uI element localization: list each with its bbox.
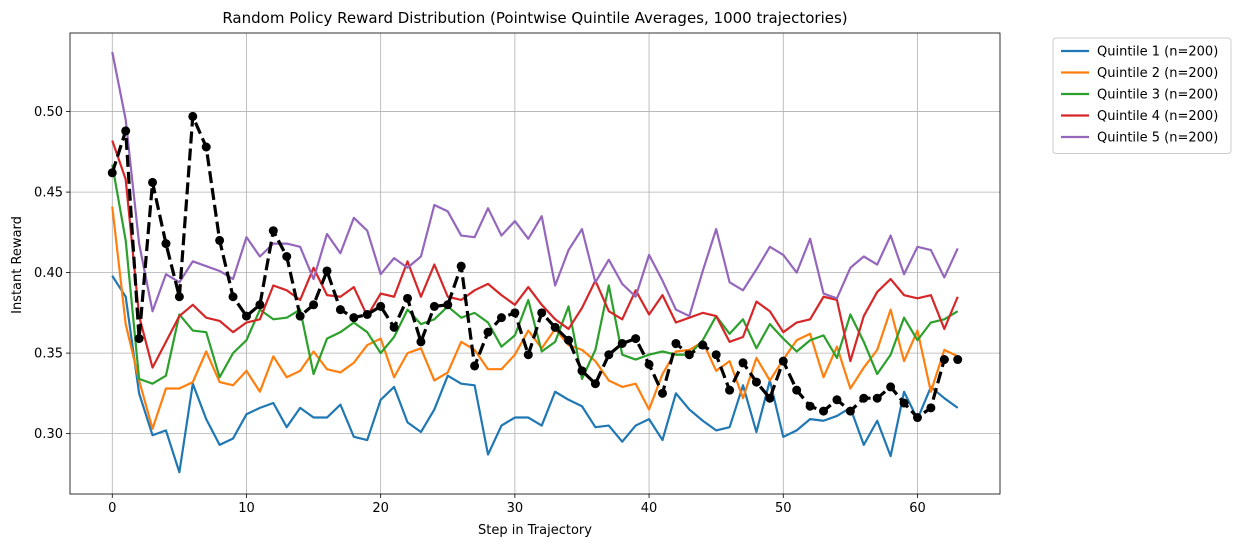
data-point-average [859,393,869,403]
data-point-average [174,292,184,302]
data-point-average [456,261,466,271]
data-point-average [953,355,963,365]
data-point-average [644,359,654,369]
y-tick-label: 0.35 [34,347,63,362]
y-tick-label: 0.50 [34,105,63,120]
y-tick-label: 0.30 [34,427,63,442]
x-tick-label: 30 [507,501,524,516]
x-tick-label: 0 [108,501,116,516]
data-point-average [403,293,413,303]
data-point-average [510,308,520,318]
data-point-average [496,313,506,323]
data-point-average [832,395,842,405]
data-point-average [899,398,909,408]
legend: Quintile 1 (n=200) Quintile 2 (n=200) Quin… [1052,37,1232,154]
data-point-average [376,301,386,311]
data-point-average [684,350,694,360]
data-point-average [617,338,627,348]
data-point-average [631,334,641,344]
series-line-quintile-2 [111,206,959,430]
data-point-average [926,403,936,413]
data-point-average [577,366,587,376]
data-point-average [429,301,439,311]
data-point-average [912,413,922,423]
data-point-average [215,235,225,245]
data-point-average [550,322,560,332]
data-point-average [443,300,453,310]
data-point-average [349,313,359,323]
y-tick-label: 0.40 [34,266,63,281]
data-point-average [416,337,426,347]
data-point-average [537,308,547,318]
data-point-average [483,327,493,337]
data-point-average [523,350,533,360]
legend-label: Quintile 4 (n=200) [1097,109,1218,124]
x-tick-label: 10 [238,501,255,516]
series-line-quintile-1 [111,275,959,474]
data-point-average [161,239,171,249]
data-point-average [107,168,117,178]
series-line-quintile-5 [111,51,959,318]
data-point-average [335,305,345,315]
data-point-average [241,311,251,321]
data-point-average [121,126,131,136]
data-point-average [389,322,399,332]
x-axis-title: Step in Trajectory [478,523,592,538]
data-point-average [738,358,748,368]
legend-label: Quintile 3 (n=200) [1097,88,1218,103]
data-point-average [228,292,238,302]
series-line-average [110,114,958,420]
data-point-average [470,361,480,371]
data-point-average [255,300,265,310]
legend-box [1052,37,1232,154]
x-tick-label: 60 [909,501,926,516]
data-point-average [805,401,815,411]
data-point-average [751,377,761,387]
x-tick-label: 20 [372,501,389,516]
data-point-average [657,388,667,398]
y-axis-title: Instant Reward [10,216,25,314]
data-point-average [711,350,721,360]
series-line-quintile-4 [111,140,959,369]
legend-label: Quintile 1 (n=200) [1097,45,1218,60]
data-point-average [268,226,278,236]
series-lines [107,51,963,474]
plot-frame [69,32,1001,495]
data-point-average [201,142,211,152]
data-point-average [188,111,198,121]
x-tick-label: 40 [641,501,658,516]
data-point-average [698,340,708,350]
legend-label: Quintile 2 (n=200) [1097,66,1218,81]
series-line-quintile-3 [111,164,959,385]
x-tick-label: 50 [775,501,792,516]
data-point-average [872,393,882,403]
data-point-average [564,335,574,345]
data-point-average [778,356,788,366]
data-point-average [604,350,614,360]
data-point-average [322,266,332,276]
data-point-average [765,393,775,403]
data-point-average [590,379,600,389]
data-point-average [725,385,735,395]
data-point-average [819,406,829,416]
grid-lines [70,33,1000,494]
data-point-average [309,300,319,310]
data-point-average [939,355,949,365]
data-point-average [134,334,144,344]
data-point-average [792,385,802,395]
data-point-average [886,382,896,392]
data-point-average [282,251,292,261]
data-point-average [671,338,681,348]
data-point-average [148,177,158,187]
chart-title: Random Policy Reward Distribution (Point… [222,9,847,27]
data-point-average [845,406,855,416]
data-point-average [295,311,305,321]
data-point-average [362,309,372,319]
axes: 0 10 20 30 40 50 60 0.30 0.35 0.40 0.45 0.50 [34,32,1001,516]
y-tick-label: 0.45 [34,186,63,201]
legend-label: Quintile 5 (n=200) [1097,131,1218,146]
